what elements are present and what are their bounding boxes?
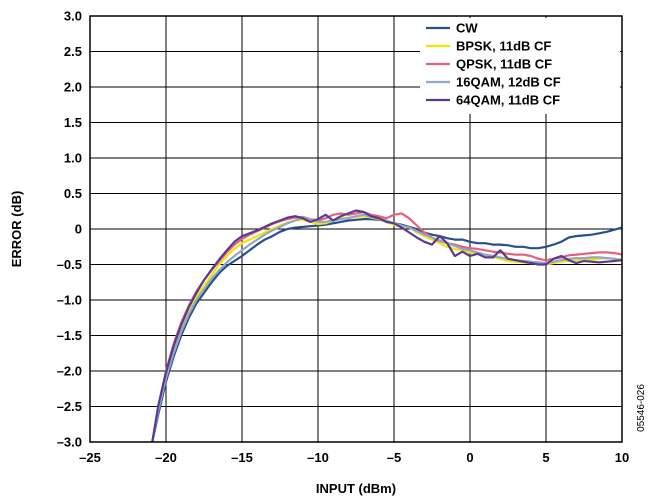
x-tick-label: –25 [79,450,101,465]
legend-label: 16QAM, 12dB CF [456,75,561,90]
y-tick-label: 0 [75,222,82,237]
x-tick-label: 10 [615,450,629,465]
x-tick-label: 0 [466,450,473,465]
x-axis-title: INPUT (dBm) [316,481,396,496]
y-tick-label: –3.0 [57,435,82,450]
series-line-1 [151,218,623,443]
legend-label: CW [456,21,478,36]
y-tick-label: 0.5 [64,186,82,201]
legend-label: 64QAM, 11dB CF [456,93,560,108]
series-line-5 [151,209,623,443]
legend-label: QPSK, 11dB CF [456,57,552,72]
x-tick-label: –15 [231,450,253,465]
legend-background [420,18,620,114]
y-tick-label: –2.5 [57,399,82,414]
legend: CW BPSK, 11dB CF QPSK, 11dB CF 16QAM, 12dB … [420,18,620,114]
legend-label: BPSK, 11dB CF [456,39,551,54]
plot-frame [89,15,623,443]
series-line-4 [151,213,623,443]
y-tick-label: 1.0 [64,151,82,166]
series-line-3 [151,210,623,443]
y-tick-label: –2.0 [57,364,82,379]
y-tick-label: –0.5 [57,257,82,272]
y-tick-label: 2.5 [64,44,82,59]
y-tick-label: –1.5 [57,328,82,343]
y-axis-title: ERROR (dB) [9,191,24,268]
y-tick-label: –1.0 [57,293,82,308]
y-tick-labels: 3.0 2.5 2.0 1.5 1.0 0.5 0 –0.5 –1.0 –1.5 –2.0 –2.5 –… [57,9,82,450]
series-lines [151,209,623,443]
y-tick-label: 1.5 [64,115,82,130]
figure-id-label: 05546-026 [636,384,647,432]
y-tick-label: 3.0 [64,9,82,24]
y-tick-label: 2.0 [64,80,82,95]
x-tick-labels: –25 –20 –15 –10 –5 0 5 10 [79,450,629,465]
x-tick-label: –20 [155,450,177,465]
x-tick-label: –10 [307,450,329,465]
x-tick-label: 5 [542,450,549,465]
x-tick-label: –5 [387,450,401,465]
series-line-2 [151,215,623,443]
